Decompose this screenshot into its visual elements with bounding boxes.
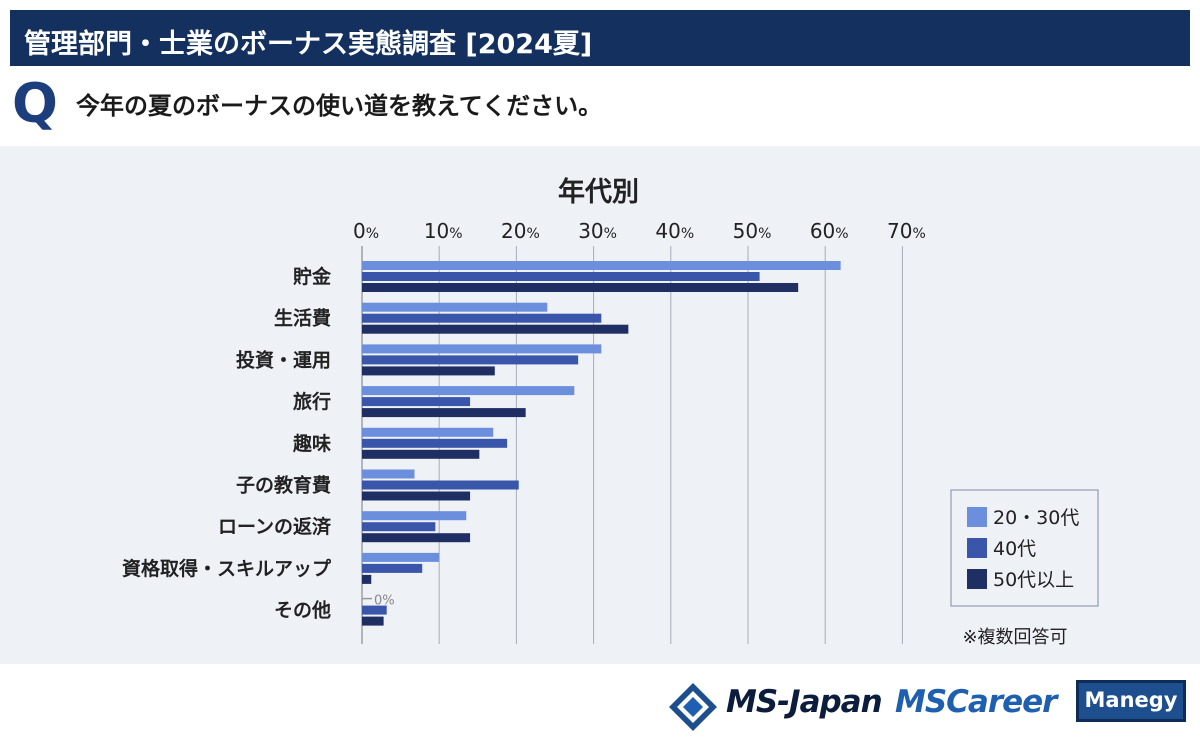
category-label: ローンの返済 <box>218 515 332 538</box>
legend-label: 20・30代 <box>993 507 1079 529</box>
zero-value-label: 0% <box>374 594 395 609</box>
bar <box>362 313 602 323</box>
x-tick-value: 40 <box>655 219 680 243</box>
x-tick-unit: % <box>449 226 462 242</box>
x-tick-unit: % <box>681 226 694 242</box>
bar <box>362 522 436 532</box>
bar <box>362 469 415 479</box>
x-tick-value: 20 <box>501 219 526 243</box>
category-label: 子の教育費 <box>236 474 331 497</box>
bar <box>362 605 387 615</box>
bar <box>362 397 471 407</box>
bar <box>362 272 760 281</box>
bar <box>362 574 372 584</box>
bar <box>362 480 519 490</box>
x-tick-value: 0 <box>353 219 366 243</box>
x-tick-unit: % <box>366 226 379 242</box>
x-tick-value: 70 <box>887 219 912 243</box>
mscareer-logo-text: MSCareer <box>895 684 1057 720</box>
legend-label: 50代以上 <box>993 569 1074 591</box>
bar <box>362 366 495 376</box>
multiple-answer-note: ※複数回答可 <box>962 627 1067 648</box>
category-label: 趣味 <box>292 432 331 455</box>
category-label: 貯金 <box>293 265 332 288</box>
x-tick-value: 10 <box>424 219 449 243</box>
legend-swatch <box>967 538 987 558</box>
x-tick-label: 50% <box>733 219 772 243</box>
question-mark: Q <box>12 72 58 135</box>
bar <box>362 302 548 312</box>
bar <box>362 449 480 459</box>
x-tick-unit: % <box>604 226 617 242</box>
legend-label: 40代 <box>993 538 1036 560</box>
bar <box>362 283 799 292</box>
msjapan-logo-text: MS-Japan <box>726 684 883 720</box>
chart-panel: 年代別 0% 10% 20% 30% 40% 50% 60% 70% 貯金 生活費 投資・運用 旅行趣… <box>0 146 1200 664</box>
x-tick-unit: % <box>526 226 539 242</box>
msjapan-logo-icon <box>669 683 717 731</box>
x-tick-label: 30% <box>578 219 617 243</box>
bar <box>362 616 384 626</box>
category-label: 生活費 <box>274 307 331 330</box>
category-label: 資格取得・スキルアップ <box>122 557 332 580</box>
bar <box>362 386 575 396</box>
bar <box>362 355 579 365</box>
survey-title: 管理部門・士業のボーナス実態調査 [2024夏] <box>24 29 593 60</box>
bar <box>362 324 629 334</box>
x-tick-label: 40% <box>655 219 694 243</box>
bar-chart: 0% 10% 20% 30% 40% 50% 60% 70%貯金生活費投資・運用旅行趣味子の教… <box>122 219 1099 648</box>
bar <box>362 344 602 354</box>
legend-swatch <box>967 507 987 527</box>
x-tick-label: 10% <box>424 219 463 243</box>
bar <box>362 552 440 562</box>
x-tick-unit: % <box>758 226 771 242</box>
x-tick-label: 60% <box>810 219 849 243</box>
legend-swatch <box>967 569 987 589</box>
bar <box>362 563 423 573</box>
question-text: 今年の夏のボーナスの使い道を教えてください。 <box>76 92 603 120</box>
bar <box>362 491 471 501</box>
category-label: その他 <box>274 599 331 622</box>
chart-title: 年代別 <box>558 177 639 208</box>
x-tick-value: 60 <box>810 219 835 243</box>
bar <box>362 438 508 448</box>
bar <box>362 261 841 270</box>
x-tick-label: 20% <box>501 219 540 243</box>
footer: MS-Japan MSCareer Manegy <box>0 664 1200 742</box>
category-label: 旅行 <box>293 390 331 413</box>
x-tick-value: 30 <box>578 219 603 243</box>
question-row: Q 今年の夏のボーナスの使い道を教えてください。 <box>0 70 1200 142</box>
category-label: 投資・運用 <box>236 348 331 371</box>
x-tick-label: 0% <box>353 219 379 243</box>
bar <box>362 533 471 543</box>
bar <box>362 511 467 521</box>
x-tick-unit: % <box>835 226 848 242</box>
manegy-logo: Manegy <box>1076 680 1186 722</box>
header-banner: 管理部門・士業のボーナス実態調査 [2024夏] <box>10 10 1190 66</box>
bar <box>362 408 526 418</box>
x-tick-value: 50 <box>733 219 758 243</box>
x-tick-label: 70% <box>887 219 926 243</box>
x-tick-unit: % <box>912 226 925 242</box>
bar <box>362 427 494 437</box>
